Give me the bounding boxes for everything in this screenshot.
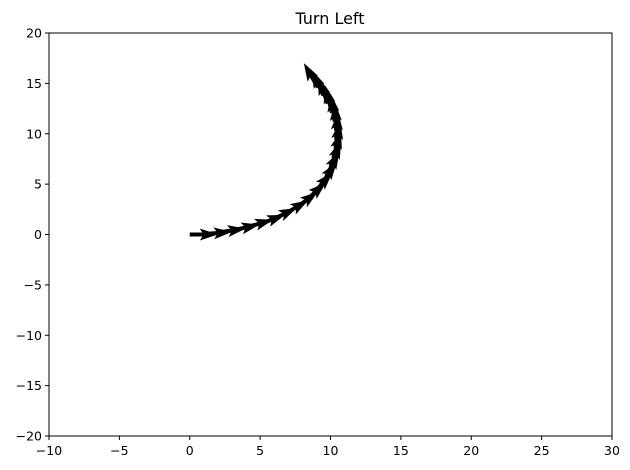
arrow-shaft bbox=[203, 230, 220, 236]
x-tick-label: 10 bbox=[323, 443, 339, 458]
x-tick-label: 15 bbox=[393, 443, 409, 458]
x-tick-label: 0 bbox=[186, 443, 194, 458]
x-tick-label: 5 bbox=[256, 443, 264, 458]
y-tick-label: 15 bbox=[26, 76, 42, 91]
x-axis: −10 −5 0 5 10 15 20 25 30 bbox=[36, 436, 620, 458]
arrow-shaft bbox=[231, 225, 249, 233]
y-tick-label: 20 bbox=[26, 26, 42, 41]
y-tick-label: 10 bbox=[26, 126, 42, 141]
x-tick-label: −10 bbox=[36, 443, 62, 458]
x-tick-label: −5 bbox=[110, 443, 128, 458]
y-tick-label: −15 bbox=[16, 378, 42, 393]
arrow-shaft bbox=[270, 211, 287, 222]
x-tick-label: 30 bbox=[604, 443, 620, 458]
axes-frame bbox=[48, 32, 613, 437]
arrow-shaft bbox=[308, 72, 320, 89]
x-tick-label: 25 bbox=[534, 443, 550, 458]
y-tick-label: −5 bbox=[24, 277, 42, 292]
arrow-shaft bbox=[258, 217, 275, 227]
y-axis: −20 −15 −10 −5 0 5 10 15 20 bbox=[16, 26, 49, 444]
y-tick-label: −10 bbox=[16, 328, 42, 343]
quiver-arrow bbox=[303, 63, 320, 89]
x-tick-label: 20 bbox=[463, 443, 479, 458]
y-tick-label: 5 bbox=[34, 177, 42, 192]
arrow-shaft bbox=[326, 96, 334, 114]
arrow-series bbox=[189, 63, 344, 241]
y-tick-label: 0 bbox=[34, 227, 42, 242]
chart-title: Turn Left bbox=[294, 9, 364, 28]
arrow-head bbox=[303, 63, 319, 82]
y-tick-label: −20 bbox=[16, 429, 42, 444]
arrow-shaft bbox=[217, 228, 235, 235]
arrow-shaft bbox=[314, 80, 326, 97]
